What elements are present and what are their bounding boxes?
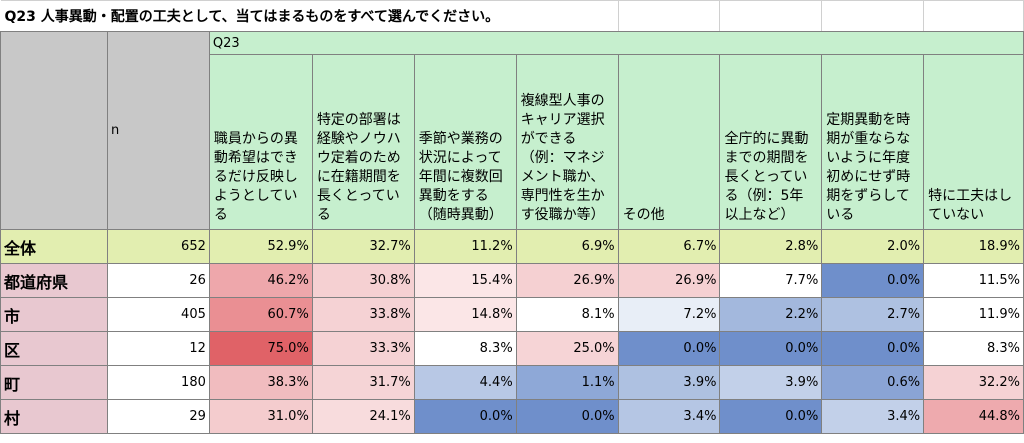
percent-cell: 31.7% <box>311 365 415 400</box>
percent-cell: 18.9% <box>923 229 1024 264</box>
percent-cell: 26.9% <box>617 263 721 298</box>
empty-cell <box>923 0 1024 32</box>
percent-cell: 32.2% <box>923 365 1024 400</box>
column-header: 定期異動を時期が重ならないように年度初めにせず時期をずらしている <box>821 54 925 230</box>
row-label: 全体 <box>0 229 108 264</box>
percent-cell: 8.1% <box>515 297 619 332</box>
percent-cell: 2.7% <box>821 297 925 332</box>
n-cell: 405 <box>106 297 210 332</box>
percent-cell: 0.6% <box>821 365 925 400</box>
column-header: 複線型人事のキャリア選択ができる（例：マネジメント職か、専門性を生かす役職か等） <box>515 54 619 230</box>
percent-cell: 11.2% <box>413 229 517 264</box>
page-title: Q23 人事異動・配置の工夫として、当てはまるものをすべて選んでください。 <box>0 0 619 32</box>
column-header: その他 <box>617 54 721 230</box>
percent-cell: 0.0% <box>719 399 823 434</box>
percent-cell: 33.8% <box>311 297 415 332</box>
table-row: 区 12 75.0% 33.3% 8.3% 25.0% 0.0% 0.0% 0.0% 8.3% <box>0 331 1024 366</box>
question-row: n Q23 <box>0 31 1024 230</box>
percent-cell: 52.9% <box>208 229 313 264</box>
n-cell: 12 <box>106 331 210 366</box>
percent-cell: 2.8% <box>719 229 823 264</box>
percent-cell: 7.2% <box>617 297 721 332</box>
percent-cell: 3.9% <box>617 365 721 400</box>
percent-cell: 25.0% <box>515 331 619 366</box>
percent-cell: 2.2% <box>719 297 823 332</box>
table-row: 村 29 31.0% 24.1% 0.0% 0.0% 3.4% 0.0% 3.4% 44.8% <box>0 399 1024 434</box>
percent-cell: 3.4% <box>617 399 721 434</box>
question-label: Q23 <box>208 31 1024 55</box>
percent-cell: 2.0% <box>821 229 925 264</box>
n-column-header: n <box>106 31 210 230</box>
percent-cell: 8.3% <box>923 331 1024 366</box>
table-row: 町 180 38.3% 31.7% 4.4% 1.1% 3.9% 3.9% 0.6% 32.2% <box>0 365 1024 400</box>
percent-cell: 31.0% <box>208 399 313 434</box>
title-row: Q23 人事異動・配置の工夫として、当てはまるものをすべて選んでください。 <box>0 0 1024 32</box>
crosstab-table: Q23 人事異動・配置の工夫として、当てはまるものをすべて選んでください。 n … <box>0 0 1024 434</box>
column-header-row: 職員からの異動希望はできるだけ反映しようとしている 特定の部署は経験やノウハウ定… <box>1 54 1024 230</box>
percent-cell: 3.4% <box>821 399 925 434</box>
column-header: 季節や業務の状況によって年間に複数回異動をする（随時異動） <box>413 54 517 230</box>
percent-cell: 0.0% <box>719 331 823 366</box>
row-header-corner <box>0 31 108 230</box>
column-header: 職員からの異動希望はできるだけ反映しようとしている <box>208 54 313 230</box>
percent-cell: 11.9% <box>923 297 1024 332</box>
n-cell: 26 <box>106 263 210 298</box>
percent-cell: 0.0% <box>821 331 925 366</box>
percent-cell: 44.8% <box>923 399 1024 434</box>
table-body: 全体 652 52.9% 32.7% 11.2% 6.9% 6.7% 2.8% 2.0% 18.9… <box>0 229 1024 434</box>
empty-cell <box>821 0 925 32</box>
empty-cell <box>617 0 721 32</box>
percent-cell: 8.3% <box>413 331 517 366</box>
row-label: 区 <box>0 331 108 366</box>
percent-cell: 14.8% <box>413 297 517 332</box>
percent-cell: 0.0% <box>821 263 925 298</box>
percent-cell: 15.4% <box>413 263 517 298</box>
percent-cell: 33.3% <box>311 331 415 366</box>
percent-cell: 38.3% <box>208 365 313 400</box>
percent-cell: 46.2% <box>208 263 313 298</box>
empty-cell <box>719 0 823 32</box>
percent-cell: 6.7% <box>617 229 721 264</box>
percent-cell: 3.9% <box>719 365 823 400</box>
percent-cell: 26.9% <box>515 263 619 298</box>
column-header: 全庁的に異動までの期間を長くとっている（例：5年以上など） <box>719 54 823 230</box>
percent-cell: 75.0% <box>208 331 313 366</box>
row-label: 市 <box>0 297 108 332</box>
percent-cell: 11.5% <box>923 263 1024 298</box>
percent-cell: 32.7% <box>311 229 415 264</box>
percent-cell: 0.0% <box>413 399 517 434</box>
percent-cell: 6.9% <box>515 229 619 264</box>
percent-cell: 0.0% <box>515 399 619 434</box>
row-label: 都道府県 <box>0 263 108 298</box>
row-label: 町 <box>0 365 108 400</box>
table-row: 市 405 60.7% 33.8% 14.8% 8.1% 7.2% 2.2% 2.7% 11.9% <box>0 297 1024 332</box>
percent-cell: 0.0% <box>617 331 721 366</box>
column-header: 特に工夫はしていない <box>923 54 1024 230</box>
percent-cell: 7.7% <box>719 263 823 298</box>
percent-cell: 4.4% <box>413 365 517 400</box>
percent-cell: 30.8% <box>311 263 415 298</box>
table-row: 全体 652 52.9% 32.7% 11.2% 6.9% 6.7% 2.8% 2.0% 18.9… <box>0 229 1024 264</box>
n-cell: 652 <box>106 229 210 264</box>
percent-cell: 1.1% <box>515 365 619 400</box>
percent-cell: 24.1% <box>311 399 415 434</box>
n-cell: 29 <box>106 399 210 434</box>
column-header: 特定の部署は経験やノウハウ定着のために在籍期間を長くとっている <box>311 54 415 230</box>
n-cell: 180 <box>106 365 210 400</box>
percent-cell: 60.7% <box>208 297 313 332</box>
table-row: 都道府県 26 46.2% 30.8% 15.4% 26.9% 26.9% 7.7% 0.0% 1… <box>0 263 1024 298</box>
row-label: 村 <box>0 399 108 434</box>
